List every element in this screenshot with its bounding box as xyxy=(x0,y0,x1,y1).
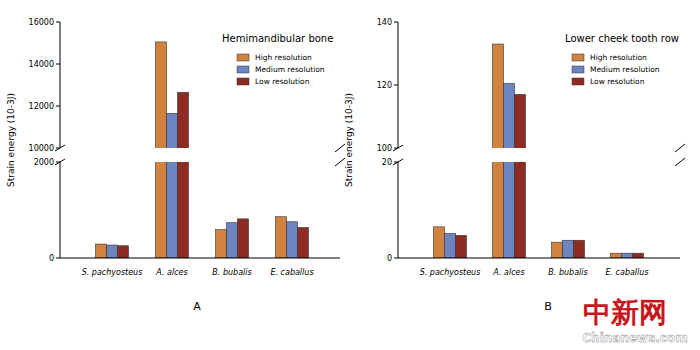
bar xyxy=(107,245,118,258)
bar xyxy=(287,222,298,258)
legend-label: High resolution xyxy=(590,53,647,62)
y-tick-label: 140 xyxy=(377,18,392,27)
x-tick-label: E. caballus xyxy=(270,268,313,277)
y-tick-label: 0 xyxy=(49,254,54,263)
bar xyxy=(456,235,467,258)
y-tick-label: 120 xyxy=(377,81,392,90)
y-tick-label: 10000 xyxy=(29,144,54,153)
legend-swatch xyxy=(572,54,584,61)
watermark: Chinanews.com xyxy=(582,331,687,345)
bar xyxy=(552,242,563,258)
y-axis-label: Strain energy (10-3J) xyxy=(6,93,16,187)
y-tick xyxy=(394,162,398,163)
bars-lower xyxy=(434,162,644,258)
legend-swatch xyxy=(572,78,584,85)
bar xyxy=(118,246,129,258)
axis-break xyxy=(393,159,403,165)
y-tick-label: 0 xyxy=(387,254,392,263)
bar xyxy=(622,253,633,258)
x-tick-label: A. alces xyxy=(155,268,187,277)
y-tick xyxy=(394,258,398,259)
axis-break xyxy=(675,158,685,166)
y-tick xyxy=(56,148,60,149)
axis-break xyxy=(55,145,65,151)
bar xyxy=(493,162,504,258)
bar xyxy=(178,162,189,258)
y-tick xyxy=(56,106,60,107)
y-tick xyxy=(394,148,398,149)
bar xyxy=(156,42,167,148)
bar xyxy=(167,162,178,258)
y-tick xyxy=(56,162,60,163)
bar xyxy=(298,228,309,258)
bar xyxy=(178,92,189,148)
bar xyxy=(216,230,227,258)
axis-break xyxy=(393,145,403,151)
legend-swatch xyxy=(237,78,249,85)
y-axis xyxy=(60,162,61,258)
figure: 0 2000 10000 12000 14000 16000 S. pachyosteus A… xyxy=(0,0,700,350)
bar xyxy=(156,162,167,258)
x-axis xyxy=(60,258,340,259)
panel: 0 2000 10000 12000 14000 16000 S. pachyosteus A… xyxy=(6,0,345,350)
bar xyxy=(504,162,515,258)
x-axis xyxy=(398,258,680,259)
x-tick-label: A. alces xyxy=(492,268,524,277)
axis-break xyxy=(675,144,685,152)
y-tick xyxy=(56,258,60,259)
legend-label: Medium resolution xyxy=(255,65,325,74)
y-tick xyxy=(394,22,398,23)
bar xyxy=(515,94,526,148)
background xyxy=(0,0,700,350)
panel-label: A xyxy=(193,300,201,313)
bar xyxy=(238,219,249,258)
bar xyxy=(611,253,622,258)
panel-label: B xyxy=(544,300,552,313)
legend-swatch xyxy=(572,66,584,73)
bar xyxy=(445,234,456,258)
bar xyxy=(167,113,178,148)
bar xyxy=(434,227,445,258)
bar xyxy=(563,240,574,258)
x-tick-label: B. bubalis xyxy=(548,268,587,277)
bar xyxy=(504,83,515,148)
x-tick-label: B. bubalis xyxy=(212,268,251,277)
y-tick-label: 12000 xyxy=(29,102,54,111)
x-tick-label: S. pachyosteus xyxy=(420,268,481,277)
y-tick xyxy=(56,64,60,65)
panel: 0 20 100 120 140 S. pachyosteus A. alces B. bub… xyxy=(344,0,685,350)
bar xyxy=(96,244,107,258)
legend-label: Low resolution xyxy=(255,77,310,86)
y-tick xyxy=(394,85,398,86)
legend-swatch xyxy=(237,54,249,61)
y-axis-label: Strain energy (10-3J) xyxy=(344,93,354,187)
y-tick-label: 14000 xyxy=(29,60,54,69)
bar xyxy=(276,217,287,258)
bar xyxy=(227,223,238,258)
chart-title: Lower cheek tooth row xyxy=(565,33,679,44)
bar xyxy=(633,253,644,258)
y-tick xyxy=(56,22,60,23)
bars-lower xyxy=(96,162,309,258)
bar xyxy=(515,162,526,258)
y-axis xyxy=(398,162,399,258)
legend-swatch xyxy=(237,66,249,73)
bar xyxy=(574,240,585,258)
x-tick-label: S. pachyosteus xyxy=(82,268,143,277)
legend-label: Medium resolution xyxy=(590,65,660,74)
legend-label: High resolution xyxy=(255,53,312,62)
watermark: 中新网 xyxy=(583,296,667,329)
axis-break xyxy=(55,159,65,165)
y-tick-label: 2000 xyxy=(34,158,54,167)
legend-label: Low resolution xyxy=(590,77,645,86)
bar xyxy=(493,44,504,148)
chart-title: Hemimandibular bone xyxy=(222,33,333,44)
y-tick-label: 100 xyxy=(377,144,392,153)
y-tick-label: 20 xyxy=(382,158,392,167)
x-tick-label: E. caballus xyxy=(605,268,648,277)
y-tick-label: 16000 xyxy=(29,18,54,27)
y-axis xyxy=(60,22,61,148)
